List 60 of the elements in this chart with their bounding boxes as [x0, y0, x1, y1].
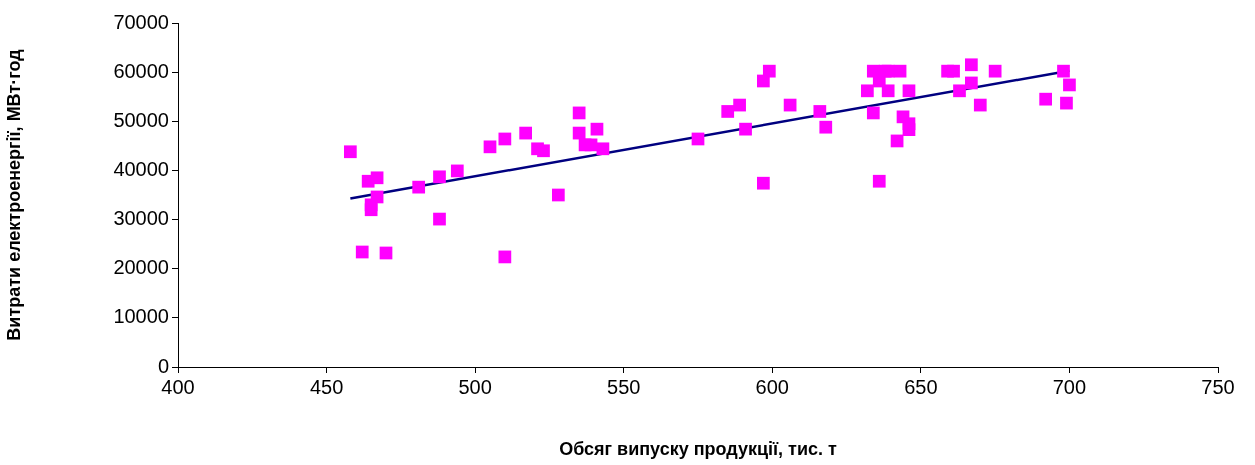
point: [355, 245, 369, 259]
point: [1057, 64, 1070, 78]
point: [965, 76, 978, 90]
point: [757, 176, 770, 190]
point: [498, 132, 512, 146]
point: [861, 84, 874, 98]
point: [433, 212, 446, 226]
point: [819, 120, 833, 134]
point: [551, 188, 565, 202]
point: [1060, 96, 1073, 110]
y-tick-label: 50000: [113, 108, 169, 131]
point: [881, 84, 895, 98]
point: [721, 105, 735, 118]
point: [947, 64, 960, 78]
point: [872, 174, 886, 188]
point: [498, 250, 512, 264]
point: [762, 64, 776, 78]
point: [433, 170, 446, 184]
point: [572, 126, 586, 140]
point: [902, 123, 916, 136]
point: [813, 105, 827, 118]
point: [953, 84, 966, 98]
x-tick-label: 700: [1052, 375, 1087, 398]
point: [537, 144, 550, 158]
y-tick-label: 0: [157, 354, 169, 377]
point: [988, 64, 1002, 78]
point: [483, 140, 497, 154]
y-tick-label: 20000: [113, 256, 169, 279]
point: [519, 126, 533, 140]
x-tick-label: 400: [161, 375, 195, 398]
point: [1063, 78, 1076, 92]
point: [572, 106, 586, 120]
x-tick-label: 600: [755, 375, 789, 398]
point: [902, 84, 916, 98]
point: [739, 122, 752, 136]
point: [866, 106, 880, 120]
x-axis-title: Обсяг випуску продукції, тис. т: [559, 439, 837, 460]
point: [733, 98, 746, 112]
y-tick-label: 40000: [113, 157, 169, 180]
y-axis-title: Витрати електроенергії, МВт·год: [3, 48, 24, 341]
point: [965, 58, 978, 72]
point: [343, 145, 357, 159]
x-tick-label: 550: [607, 375, 641, 398]
point: [973, 98, 987, 112]
point: [364, 203, 378, 217]
point: [596, 142, 610, 156]
y-tick-label: 30000: [113, 207, 169, 230]
x-tick-label: 500: [458, 375, 492, 398]
point: [370, 171, 384, 185]
point: [590, 122, 604, 136]
point: [450, 164, 464, 178]
x-tick-label: 450: [309, 375, 344, 398]
y-tick-label: 60000: [113, 59, 169, 82]
point: [412, 180, 426, 194]
point: [893, 64, 907, 78]
point: [1039, 92, 1053, 106]
y-tick-label: 70000: [113, 10, 169, 33]
x-tick-label: 750: [1201, 375, 1235, 398]
x-tick-label: 650: [904, 375, 938, 398]
y-tick-label: 10000: [113, 305, 169, 328]
